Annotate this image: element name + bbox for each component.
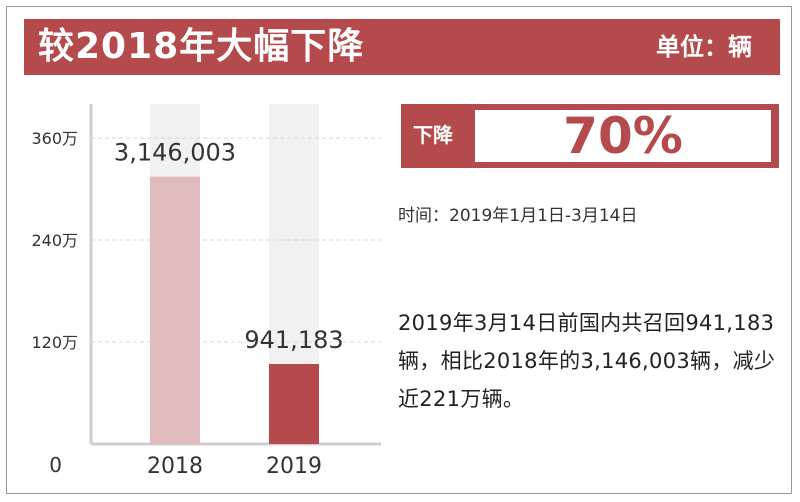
decline-value-panel: 70%: [475, 110, 771, 162]
page-title: 较2018年大幅下降: [38, 26, 365, 67]
decline-box: 下降 70%: [401, 104, 779, 168]
decline-value: 70%: [563, 107, 683, 165]
y-tick-label: 360万: [31, 129, 78, 148]
data-label-2018: 3,146,003: [114, 139, 236, 167]
y-tick-label: 120万: [31, 333, 78, 352]
time-range: 时间：2019年1月1日-3月14日: [398, 206, 638, 226]
summary-text: 2019年3月14日前国内共召回941,183辆，相比2018年的3,146,0…: [398, 311, 776, 411]
data-label-2019: 941,183: [244, 326, 343, 354]
bar-2018: [150, 176, 200, 444]
header-banner: 较2018年大幅下降 单位：辆: [24, 19, 780, 75]
y-tick-label: 0: [49, 453, 62, 477]
x-tick-label-2019: 2019: [266, 454, 322, 479]
y-tick-label: 240万: [31, 231, 78, 250]
bar-2019: [269, 363, 319, 444]
infographic-frame: [6, 6, 792, 494]
unit-label: 单位：辆: [656, 33, 752, 61]
x-tick-label-2018: 2018: [147, 454, 203, 479]
decline-label: 下降: [413, 123, 453, 147]
